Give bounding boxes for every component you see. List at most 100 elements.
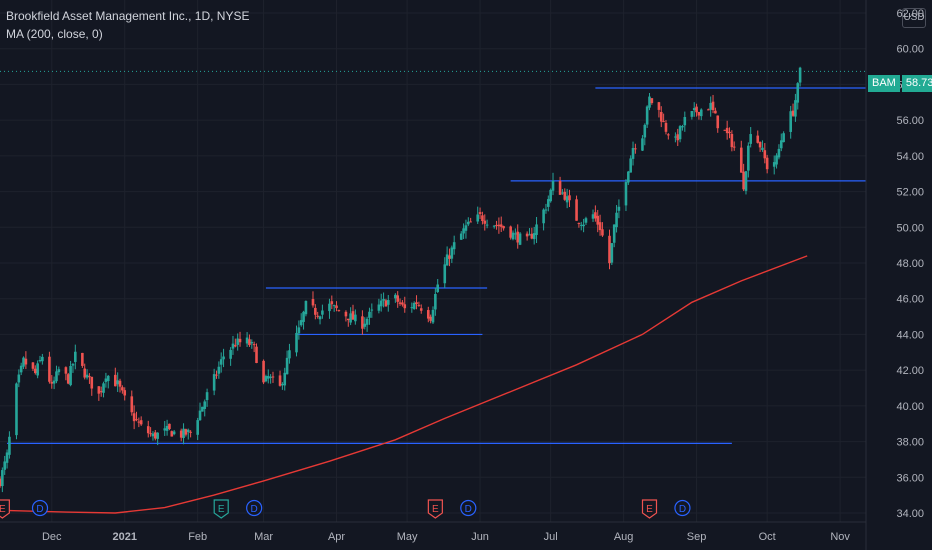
candle [772, 155, 776, 175]
candle [756, 130, 760, 144]
candle [744, 170, 748, 195]
candle [464, 219, 468, 239]
candle [459, 231, 463, 240]
candle-body [55, 371, 58, 382]
candle [349, 307, 352, 326]
time-tick-label: Jul [544, 531, 558, 543]
dividend-marker[interactable]: D [31, 499, 49, 517]
candle [0, 476, 2, 488]
candle-body [330, 301, 334, 305]
candle-body [549, 189, 552, 202]
candle [662, 113, 665, 123]
candle-body [69, 366, 72, 386]
candle [558, 176, 562, 195]
time-tick-label: 2021 [112, 531, 136, 543]
earnings-marker[interactable]: E [0, 499, 10, 519]
time-tick-label: Dec [42, 531, 62, 543]
candle [412, 301, 416, 310]
candle-body [650, 98, 654, 104]
candle-body [565, 196, 569, 203]
candle-body [761, 147, 764, 150]
candle [255, 343, 258, 364]
candle-body [758, 141, 762, 148]
candle-body [66, 374, 70, 384]
earnings-marker[interactable]: E [427, 499, 443, 519]
dividend-marker[interactable]: D [246, 499, 263, 517]
candle-body [530, 233, 534, 239]
last-price-value: 58.73 [901, 75, 932, 92]
candle [436, 279, 440, 293]
candle-body [641, 138, 644, 151]
candle-body [88, 376, 91, 378]
candle [48, 351, 51, 384]
candle [382, 292, 385, 308]
candle-body [742, 171, 745, 190]
candle [419, 304, 423, 314]
price-tick-label: 46.00 [896, 294, 924, 306]
candle-body [683, 117, 687, 126]
candle [88, 373, 91, 384]
candle-body [321, 310, 324, 315]
dividend-marker[interactable]: D [460, 499, 477, 517]
candle [429, 314, 432, 324]
earnings-marker[interactable]: E [641, 499, 658, 519]
indicator-legend[interactable]: MA (200, close, 0) [6, 27, 103, 41]
candle [579, 221, 583, 231]
candle [156, 432, 159, 446]
candle-body [535, 224, 538, 235]
candle-body [102, 383, 105, 393]
candle [264, 374, 268, 383]
time-axis[interactable]: Dec 2021 Feb Mar Apr May Jun Jul Aug Sep Oct Nov [0, 521, 866, 543]
candle-body [85, 374, 89, 378]
candle [683, 111, 687, 132]
candle-body [17, 374, 21, 383]
dividend-marker[interactable]: D [674, 499, 691, 517]
candle-body [714, 110, 717, 114]
candle-body [57, 369, 61, 373]
candle [304, 300, 308, 317]
candle-body [299, 320, 303, 326]
candle [410, 302, 414, 313]
candle-body [728, 131, 731, 134]
candle-body [1, 470, 4, 487]
time-tick-label: Apr [328, 531, 345, 543]
candle [403, 296, 407, 313]
candle [321, 304, 324, 319]
candle [707, 108, 710, 111]
candle [81, 352, 84, 368]
candle-body [798, 67, 802, 83]
candle [723, 129, 727, 131]
candle [631, 141, 635, 166]
price-tick-label: 54.00 [896, 151, 924, 163]
candle-body [532, 233, 536, 240]
candle-body [765, 157, 769, 170]
candle-body [690, 111, 694, 117]
earnings-marker[interactable]: E [213, 499, 229, 519]
candle-body [139, 420, 143, 425]
candle [330, 295, 334, 310]
candle [608, 229, 611, 270]
candle-body [678, 126, 682, 140]
candle [525, 231, 529, 241]
candle [629, 155, 632, 173]
candle [695, 103, 698, 117]
candle [198, 402, 202, 421]
price-tick-label: 56.00 [896, 115, 924, 127]
currency-button[interactable]: USD [902, 8, 926, 28]
candle [497, 217, 501, 234]
candle [186, 428, 190, 440]
candle-body [135, 419, 138, 421]
candle [149, 427, 152, 437]
candle [201, 406, 204, 412]
candle [716, 115, 720, 133]
candle [568, 189, 571, 208]
candle [361, 310, 364, 335]
candle [22, 356, 25, 370]
candle [664, 120, 668, 135]
candle-body [624, 182, 628, 206]
candle [170, 430, 174, 437]
candle [728, 127, 731, 139]
candle [542, 208, 545, 231]
